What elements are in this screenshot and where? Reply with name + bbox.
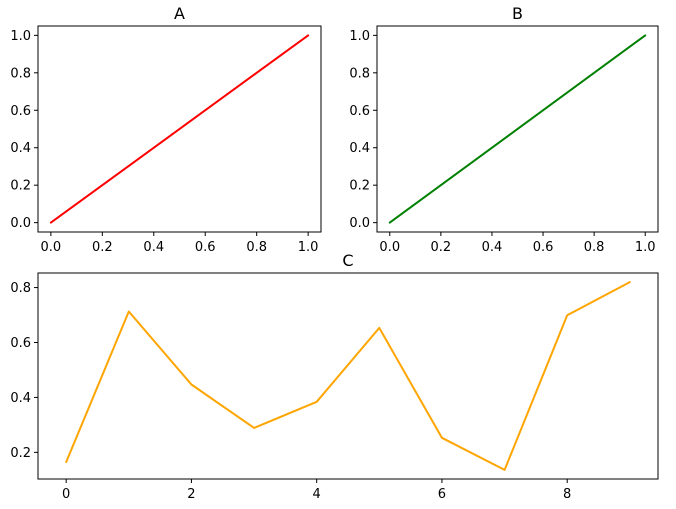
y-tick-label-c: 0.6 bbox=[10, 336, 31, 351]
x-tick-label-b: 0.8 bbox=[584, 240, 605, 255]
x-tick-label-b: 1.0 bbox=[635, 240, 656, 255]
axes-frame-a bbox=[37, 25, 322, 233]
y-tick-label-b: 0.0 bbox=[349, 216, 370, 231]
y-tick-label-b: 0.6 bbox=[349, 104, 370, 119]
chart-title-b: B bbox=[512, 4, 523, 23]
series-line-a-0 bbox=[49, 34, 310, 224]
y-tick-label-b: 0.4 bbox=[349, 141, 370, 156]
y-tick-label-b: 0.8 bbox=[349, 66, 370, 81]
y-tick-label-b: 0.2 bbox=[349, 179, 370, 194]
x-tick-label-a: 0.4 bbox=[143, 240, 164, 255]
chart-title-a: A bbox=[174, 4, 185, 23]
y-tick-label-a: 0.6 bbox=[10, 104, 31, 119]
x-tick-label-a: 0.2 bbox=[92, 240, 113, 255]
x-tick-label-a: 1.0 bbox=[298, 240, 319, 255]
x-tick-label-b: 0.2 bbox=[431, 240, 452, 255]
subplot-c: C 0 2 4 6 8 0.2 0.4 0.6 0.8 bbox=[10, 251, 659, 502]
x-tick-label-a: 0.0 bbox=[41, 240, 62, 255]
x-tick-label-a: 0.6 bbox=[195, 240, 216, 255]
subplot-b: B 0.0 0.2 0.4 0.6 0.8 1.0 0.0 0.2 0.4 0.6 0.8 1.0 bbox=[349, 4, 659, 255]
x-tick-label-c: 2 bbox=[187, 487, 195, 502]
series-line-c-0 bbox=[65, 281, 631, 471]
chart-title-c: C bbox=[342, 251, 353, 270]
y-tick-label-a: 0.8 bbox=[10, 66, 31, 81]
y-tick-label-b: 1.0 bbox=[349, 29, 370, 44]
axes-frame-c bbox=[37, 272, 659, 480]
y-tick-label-a: 0.4 bbox=[10, 141, 31, 156]
y-tick-label-c: 0.4 bbox=[10, 391, 31, 406]
y-tick-label-a: 1.0 bbox=[10, 29, 31, 44]
x-tick-label-c: 8 bbox=[563, 487, 571, 502]
y-tick-label-a: 0.2 bbox=[10, 179, 31, 194]
x-tick-label-c: 4 bbox=[313, 487, 321, 502]
x-tick-label-b: 0.6 bbox=[533, 240, 554, 255]
subplot-a: A 0.0 0.2 0.4 0.6 0.8 1.0 0.0 0.2 0.4 0.6 0.8 1.0 bbox=[10, 4, 322, 255]
x-tick-label-c: 6 bbox=[438, 487, 446, 502]
x-tick-label-a: 0.8 bbox=[246, 240, 267, 255]
axes-frame-b bbox=[376, 25, 659, 233]
x-tick-label-b: 0.4 bbox=[482, 240, 503, 255]
x-tick-label-c: 0 bbox=[62, 487, 70, 502]
y-tick-label-a: 0.0 bbox=[10, 216, 31, 231]
y-tick-label-c: 0.2 bbox=[10, 446, 31, 461]
y-tick-label-c: 0.8 bbox=[10, 281, 31, 296]
x-tick-label-b: 0.0 bbox=[379, 240, 400, 255]
series-line-b-0 bbox=[388, 34, 647, 224]
